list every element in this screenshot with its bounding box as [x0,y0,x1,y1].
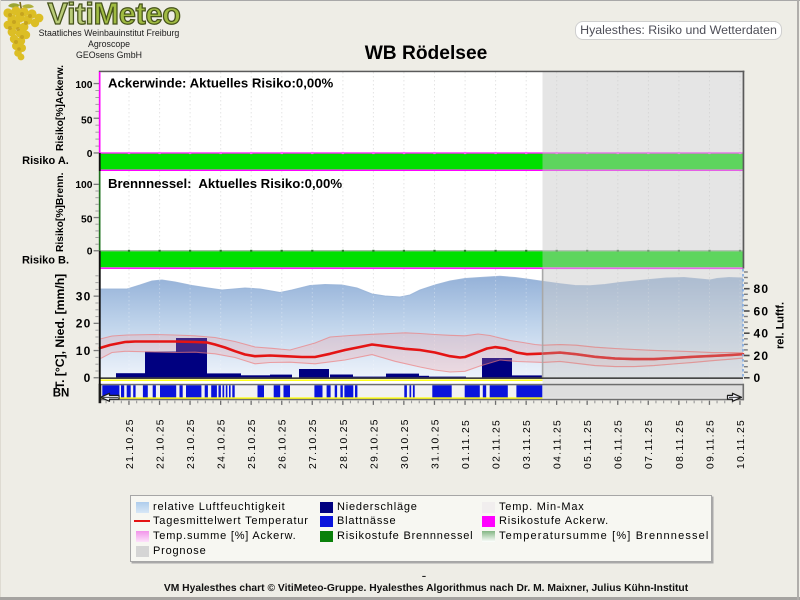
svg-text:22.10.25: 22.10.25 [156,418,167,469]
svg-text:31.10.25: 31.10.25 [430,418,441,469]
svg-text:80: 80 [754,282,770,296]
svg-text:06.11.25: 06.11.25 [614,419,625,469]
svg-text:10: 10 [76,344,92,358]
svg-text:09.11.25: 09.11.25 [705,419,716,469]
svg-text:Risiko[%]Ackerw.: Risiko[%]Ackerw. [55,65,66,151]
svg-text:23.10.25: 23.10.25 [186,418,197,469]
svg-text:03.11.25: 03.11.25 [522,419,533,469]
svg-text:Ackerwinde: Aktuelles Risiko:0: Ackerwinde: Aktuelles Risiko:0,00% [108,75,334,90]
svg-text:Brennnessel: Aktuelles Risiko: Brennnessel: Aktuelles Risiko:0,00% [108,176,342,191]
svg-text:Risiko B.: Risiko B. [22,255,69,267]
svg-text:21.10.25: 21.10.25 [125,418,136,469]
svg-text:08.11.25: 08.11.25 [675,419,686,469]
svg-text:04.11.25: 04.11.25 [553,419,564,469]
svg-text:28.10.25: 28.10.25 [339,418,350,469]
svg-text:07.11.25: 07.11.25 [644,419,655,469]
svg-text:100: 100 [75,80,92,91]
svg-text:T. [°C], Nied. [mm/h]: T. [°C], Nied. [mm/h] [53,274,67,389]
svg-text:0: 0 [84,371,92,385]
svg-text:50: 50 [81,115,93,126]
svg-text:27.10.25: 27.10.25 [308,418,319,469]
svg-text:0: 0 [87,149,93,160]
svg-text:26.10.25: 26.10.25 [278,418,289,469]
svg-text:Risiko A.: Risiko A. [22,155,69,167]
svg-text:50: 50 [81,214,93,225]
svg-text:20: 20 [76,317,92,331]
svg-text:100: 100 [75,180,92,191]
svg-text:40: 40 [754,327,770,341]
svg-text:rel. Luftf.: rel. Luftf. [775,302,787,349]
svg-text:02.11.25: 02.11.25 [492,419,503,469]
svg-text:05.11.25: 05.11.25 [583,419,594,469]
svg-text:30.10.25: 30.10.25 [400,418,411,469]
svg-text:24.10.25: 24.10.25 [217,418,228,469]
svg-text:BN: BN [53,388,70,400]
svg-text:30: 30 [76,290,92,304]
svg-text:60: 60 [754,304,770,318]
svg-text:25.10.25: 25.10.25 [247,418,258,469]
svg-text:29.10.25: 29.10.25 [369,418,380,469]
svg-text:10.11.25: 10.11.25 [736,419,747,469]
svg-text:Risiko[%]Brenn.: Risiko[%]Brenn. [55,172,66,252]
svg-text:20: 20 [754,349,770,363]
svg-text:01.11.25: 01.11.25 [461,419,472,469]
svg-text:0: 0 [754,371,762,385]
svg-text:0: 0 [87,246,93,257]
